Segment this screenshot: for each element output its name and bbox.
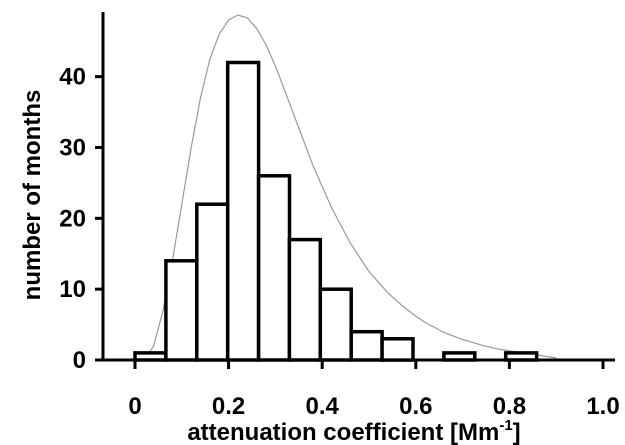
- x-tick-label: 0.8: [493, 393, 526, 420]
- tick-labels-layer: 0 10 20 30 40 0 0.2 0.4 0.6 0.8 1.0: [59, 64, 619, 420]
- x-tick-label: 0.4: [306, 393, 340, 420]
- histogram-bar-1: [164, 259, 199, 362]
- x-tick-label: 0.6: [399, 393, 432, 420]
- x-axis-title-main: attenuation coefficient [Mm: [187, 419, 499, 445]
- histogram-bar-5: [287, 237, 323, 362]
- x-tick-label: 0: [128, 393, 141, 420]
- y-tick-label: 0: [73, 347, 86, 374]
- x-axis-title-suffix: ]: [513, 419, 521, 445]
- histogram-bar-2: [195, 202, 230, 362]
- y-tick-label: 30: [59, 135, 86, 162]
- histogram-bar-6: [318, 287, 353, 362]
- histogram-bar-8: [380, 337, 415, 362]
- y-tick-label: 20: [59, 205, 86, 232]
- fit-curve: [143, 14, 557, 361]
- x-tick-label: 1.0: [586, 393, 619, 420]
- y-tick-label: 10: [59, 276, 86, 303]
- x-axis-title-superscript: -1: [499, 417, 512, 434]
- y-axis-title: number of months: [19, 90, 46, 301]
- x-axis-title: attenuation coefficient [Mm-1]: [187, 417, 520, 445]
- bars-layer: [133, 60, 539, 362]
- x-tick-label: 0.2: [212, 393, 245, 420]
- histogram-bar-7: [349, 329, 384, 362]
- fit-curve-layer: [143, 14, 557, 361]
- histogram-bar-4: [256, 174, 292, 362]
- y-tick-label: 40: [59, 64, 86, 91]
- axes-layer: [95, 12, 615, 369]
- histogram-bar-3: [225, 60, 261, 362]
